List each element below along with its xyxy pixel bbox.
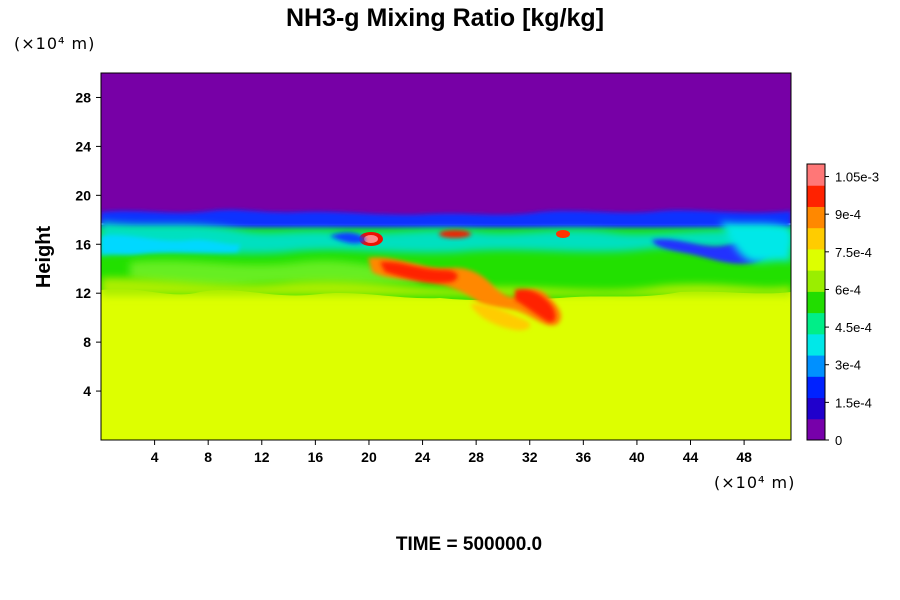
pink-maximum: [364, 235, 378, 243]
y-axis-label: Height: [33, 226, 55, 289]
colorbar-segment: [807, 248, 825, 271]
colorbar: 0 1.5e-4 3e-4 4.5e-4 6e-4 7.5e-4 9e-4 1.05e-3: [806, 163, 879, 448]
x-tick-label: 16: [308, 449, 324, 465]
yellowgreen-fringe: [101, 277, 791, 296]
x-tick-label: 8: [204, 449, 212, 465]
colorbar-frame: [806, 163, 826, 441]
y-tick-label: 16: [75, 236, 91, 252]
yellow-tail: [470, 303, 531, 331]
x-tick-label: 28: [468, 449, 484, 465]
colorbar-segment: [807, 227, 825, 250]
chart-title: NH3-g Mixing Ratio [kg/kg]: [286, 4, 604, 32]
colorbar-segment: [807, 376, 825, 399]
colorbar-segment: [807, 185, 825, 207]
colorbar-tick-label: 1.5e-4: [835, 395, 872, 410]
y-tick-label: 4: [83, 383, 91, 399]
colorbar-segment: [807, 355, 825, 377]
upper-layer-region: [101, 73, 791, 223]
x-tick-label: 4: [151, 449, 159, 465]
cyan-wisp-left: [101, 235, 240, 256]
blue-wisp-center: [330, 232, 366, 244]
colorbar-segment: [807, 333, 825, 356]
y-tick-label: 28: [75, 89, 91, 105]
x-tick-label: 24: [415, 449, 431, 465]
y-tick-label: 12: [75, 285, 91, 301]
x-tick-label: 44: [683, 449, 699, 465]
x-unit-label: (×10⁴ m): [714, 473, 795, 492]
colorbar-tick-label: 0: [835, 433, 842, 448]
y-tick-label: 8: [83, 334, 91, 350]
cyan-plume-right: [720, 222, 791, 263]
colorbar-segment: [807, 206, 825, 229]
x-tick-label: 12: [254, 449, 270, 465]
plot-area: [101, 73, 791, 440]
colorbar-tick-label: 7.5e-4: [835, 245, 872, 260]
y-ticks: 4 8 12 16 20 24 28: [75, 89, 101, 399]
colorbar-segment: [807, 291, 825, 314]
x-tick-label: 20: [361, 449, 377, 465]
lightgreen-patches: [130, 260, 420, 288]
lower-layer-region: [101, 280, 791, 440]
colorbar-segment: [807, 418, 825, 441]
colorbar-tick-label: 6e-4: [835, 282, 861, 297]
x-ticks: 4 8 12 16 20 24 28 32 36 40 44 48: [151, 440, 752, 465]
x-tick-label: 40: [629, 449, 645, 465]
colorbar-tick-label: 1.05e-3: [835, 170, 879, 185]
colorbar-tick-label: 4.5e-4: [835, 320, 872, 335]
y-tick-label: 24: [75, 138, 91, 154]
colorbar-segment: [807, 164, 825, 186]
colorbar-segment: [807, 270, 825, 292]
y-tick-label: 20: [75, 187, 91, 203]
mixing-layer-top-edge: [101, 209, 791, 228]
red-spot-34: [556, 230, 570, 238]
time-label: TIME = 500000.0: [396, 534, 542, 555]
y-unit-label: (×10⁴ m): [14, 34, 95, 53]
x-tick-label: 32: [522, 449, 538, 465]
colorbar-segment: [807, 312, 825, 335]
colorbar-tick-label: 3e-4: [835, 358, 861, 373]
red-core: [380, 261, 556, 323]
red-spot-24: [439, 230, 471, 238]
colorbar-segment: [807, 397, 825, 420]
cyan-band: [101, 222, 791, 254]
colorbar-tick-label: 9e-4: [835, 207, 861, 222]
x-tick-label: 48: [736, 449, 752, 465]
plot-frame: [100, 72, 792, 441]
x-tick-label: 36: [576, 449, 592, 465]
